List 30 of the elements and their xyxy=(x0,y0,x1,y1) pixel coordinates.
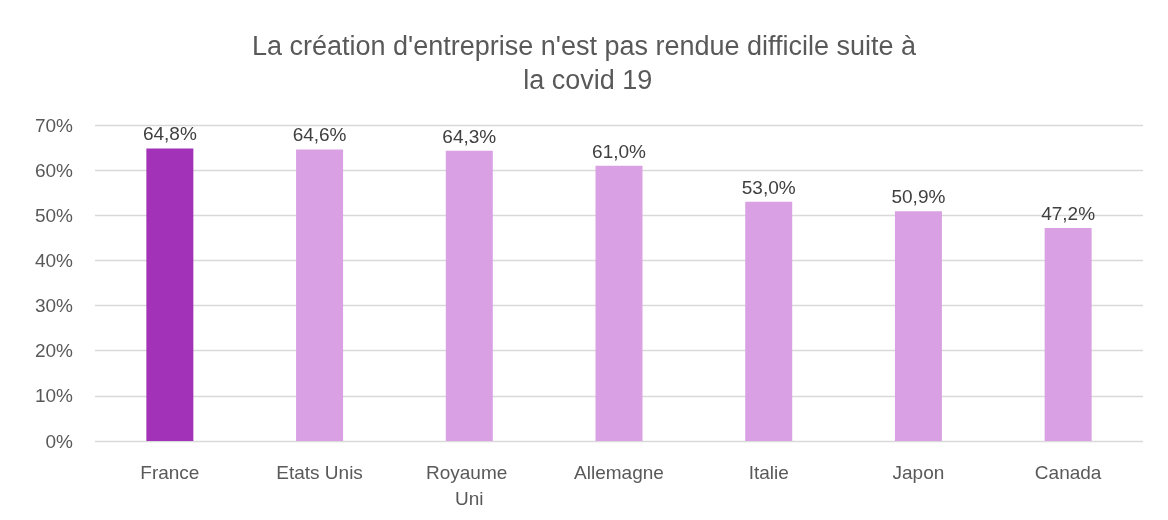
data-label: 64,6% xyxy=(292,124,347,146)
y-tick-label: 10% xyxy=(34,385,74,407)
x-tick-label: Allemagne xyxy=(574,461,664,483)
data-label: 50,9% xyxy=(891,186,946,208)
data-label: 47,2% xyxy=(1041,202,1096,224)
x-tick-label: France xyxy=(140,461,200,483)
x-tick-label: Canada xyxy=(1034,461,1102,483)
bar xyxy=(745,201,793,441)
bar xyxy=(894,211,942,441)
x-tick-label: Etats Unis xyxy=(276,461,363,483)
bar xyxy=(445,150,493,441)
y-tick-label: 20% xyxy=(34,340,74,362)
y-tick-label: 60% xyxy=(34,159,74,181)
y-tick-label: 30% xyxy=(34,295,74,317)
y-tick-label: 50% xyxy=(34,204,74,226)
x-tick-label: Italie xyxy=(748,461,789,483)
data-label: 64,8% xyxy=(142,123,197,145)
y-tick-label: 0% xyxy=(45,430,74,452)
bar xyxy=(1044,227,1092,441)
bar xyxy=(296,149,344,441)
y-tick-label: 40% xyxy=(34,249,74,271)
data-label: 61,0% xyxy=(592,140,647,162)
data-label: 64,3% xyxy=(442,125,497,147)
chart-title: La création d'entreprise n'est pas rendue difficile suite à la covid 19 xyxy=(251,31,918,95)
bar xyxy=(146,148,194,441)
data-label: 53,0% xyxy=(741,176,796,198)
y-tick-label: 70% xyxy=(34,114,74,136)
x-tick-label: Japon xyxy=(892,461,945,483)
x-tick-label: Royaume Uni xyxy=(425,461,513,509)
bar xyxy=(595,165,643,441)
